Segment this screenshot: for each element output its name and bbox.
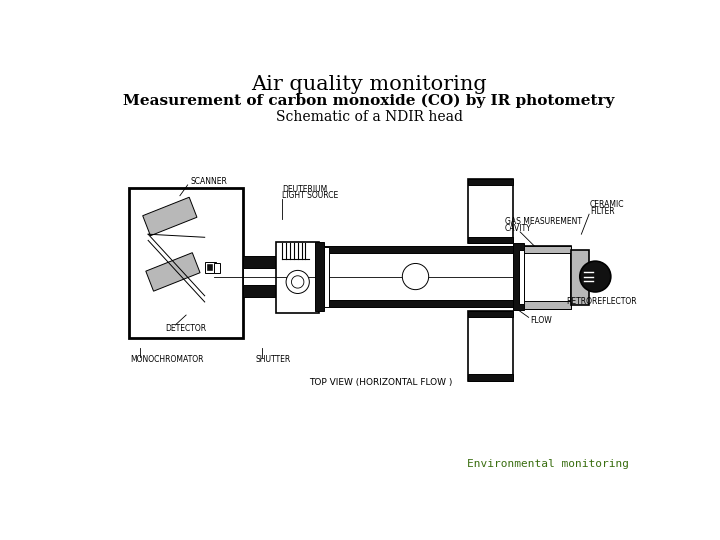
Text: FLOW: FLOW <box>530 316 552 325</box>
Bar <box>468 179 513 244</box>
Text: TOP VIEW (HORIZONTAL FLOW ): TOP VIEW (HORIZONTAL FLOW ) <box>309 379 452 387</box>
Bar <box>468 237 513 244</box>
Bar <box>129 188 243 338</box>
Bar <box>214 264 220 273</box>
Bar <box>243 268 276 285</box>
Bar <box>319 246 520 253</box>
Bar <box>513 244 524 309</box>
Bar <box>468 179 513 185</box>
Text: FILTER: FILTER <box>590 207 614 215</box>
Circle shape <box>580 261 611 292</box>
Bar <box>524 246 570 253</box>
Text: GAS MEASUREMENT: GAS MEASUREMENT <box>505 218 582 226</box>
Bar <box>243 256 276 268</box>
Bar <box>524 301 570 309</box>
Bar <box>570 249 589 305</box>
Bar <box>204 262 215 273</box>
Bar <box>319 300 520 307</box>
Text: RETROREFLECTOR: RETROREFLECTOR <box>566 298 636 307</box>
Bar <box>468 311 513 318</box>
Text: SHUTTER: SHUTTER <box>255 355 290 364</box>
Text: Environmental monitoring: Environmental monitoring <box>467 458 629 469</box>
Bar <box>519 249 524 303</box>
Text: DETECTOR: DETECTOR <box>165 323 207 333</box>
Bar <box>324 247 329 307</box>
Bar <box>319 253 520 300</box>
Text: LIGHT SOURCE: LIGHT SOURCE <box>282 191 338 200</box>
Circle shape <box>402 264 428 289</box>
Text: Measurement of carbon monoxide (CO) by IR photometry: Measurement of carbon monoxide (CO) by I… <box>123 94 615 108</box>
Bar <box>207 264 212 269</box>
Bar <box>468 311 513 381</box>
Bar <box>243 285 276 298</box>
Bar <box>524 246 570 309</box>
Bar <box>315 242 324 311</box>
Text: Air quality monitoring: Air quality monitoring <box>251 75 487 94</box>
Bar <box>468 374 513 381</box>
Circle shape <box>286 271 310 294</box>
Polygon shape <box>143 197 197 236</box>
Text: DEUTERIUM: DEUTERIUM <box>282 185 328 194</box>
Text: Schematic of a NDIR head: Schematic of a NDIR head <box>276 110 462 124</box>
Polygon shape <box>145 253 200 291</box>
Text: SCANNER: SCANNER <box>191 177 228 186</box>
Bar <box>276 242 319 313</box>
Text: CAVITY: CAVITY <box>505 224 531 233</box>
Text: MONOCHROMATOR: MONOCHROMATOR <box>130 355 204 364</box>
Text: CERAMIC: CERAMIC <box>590 200 624 210</box>
